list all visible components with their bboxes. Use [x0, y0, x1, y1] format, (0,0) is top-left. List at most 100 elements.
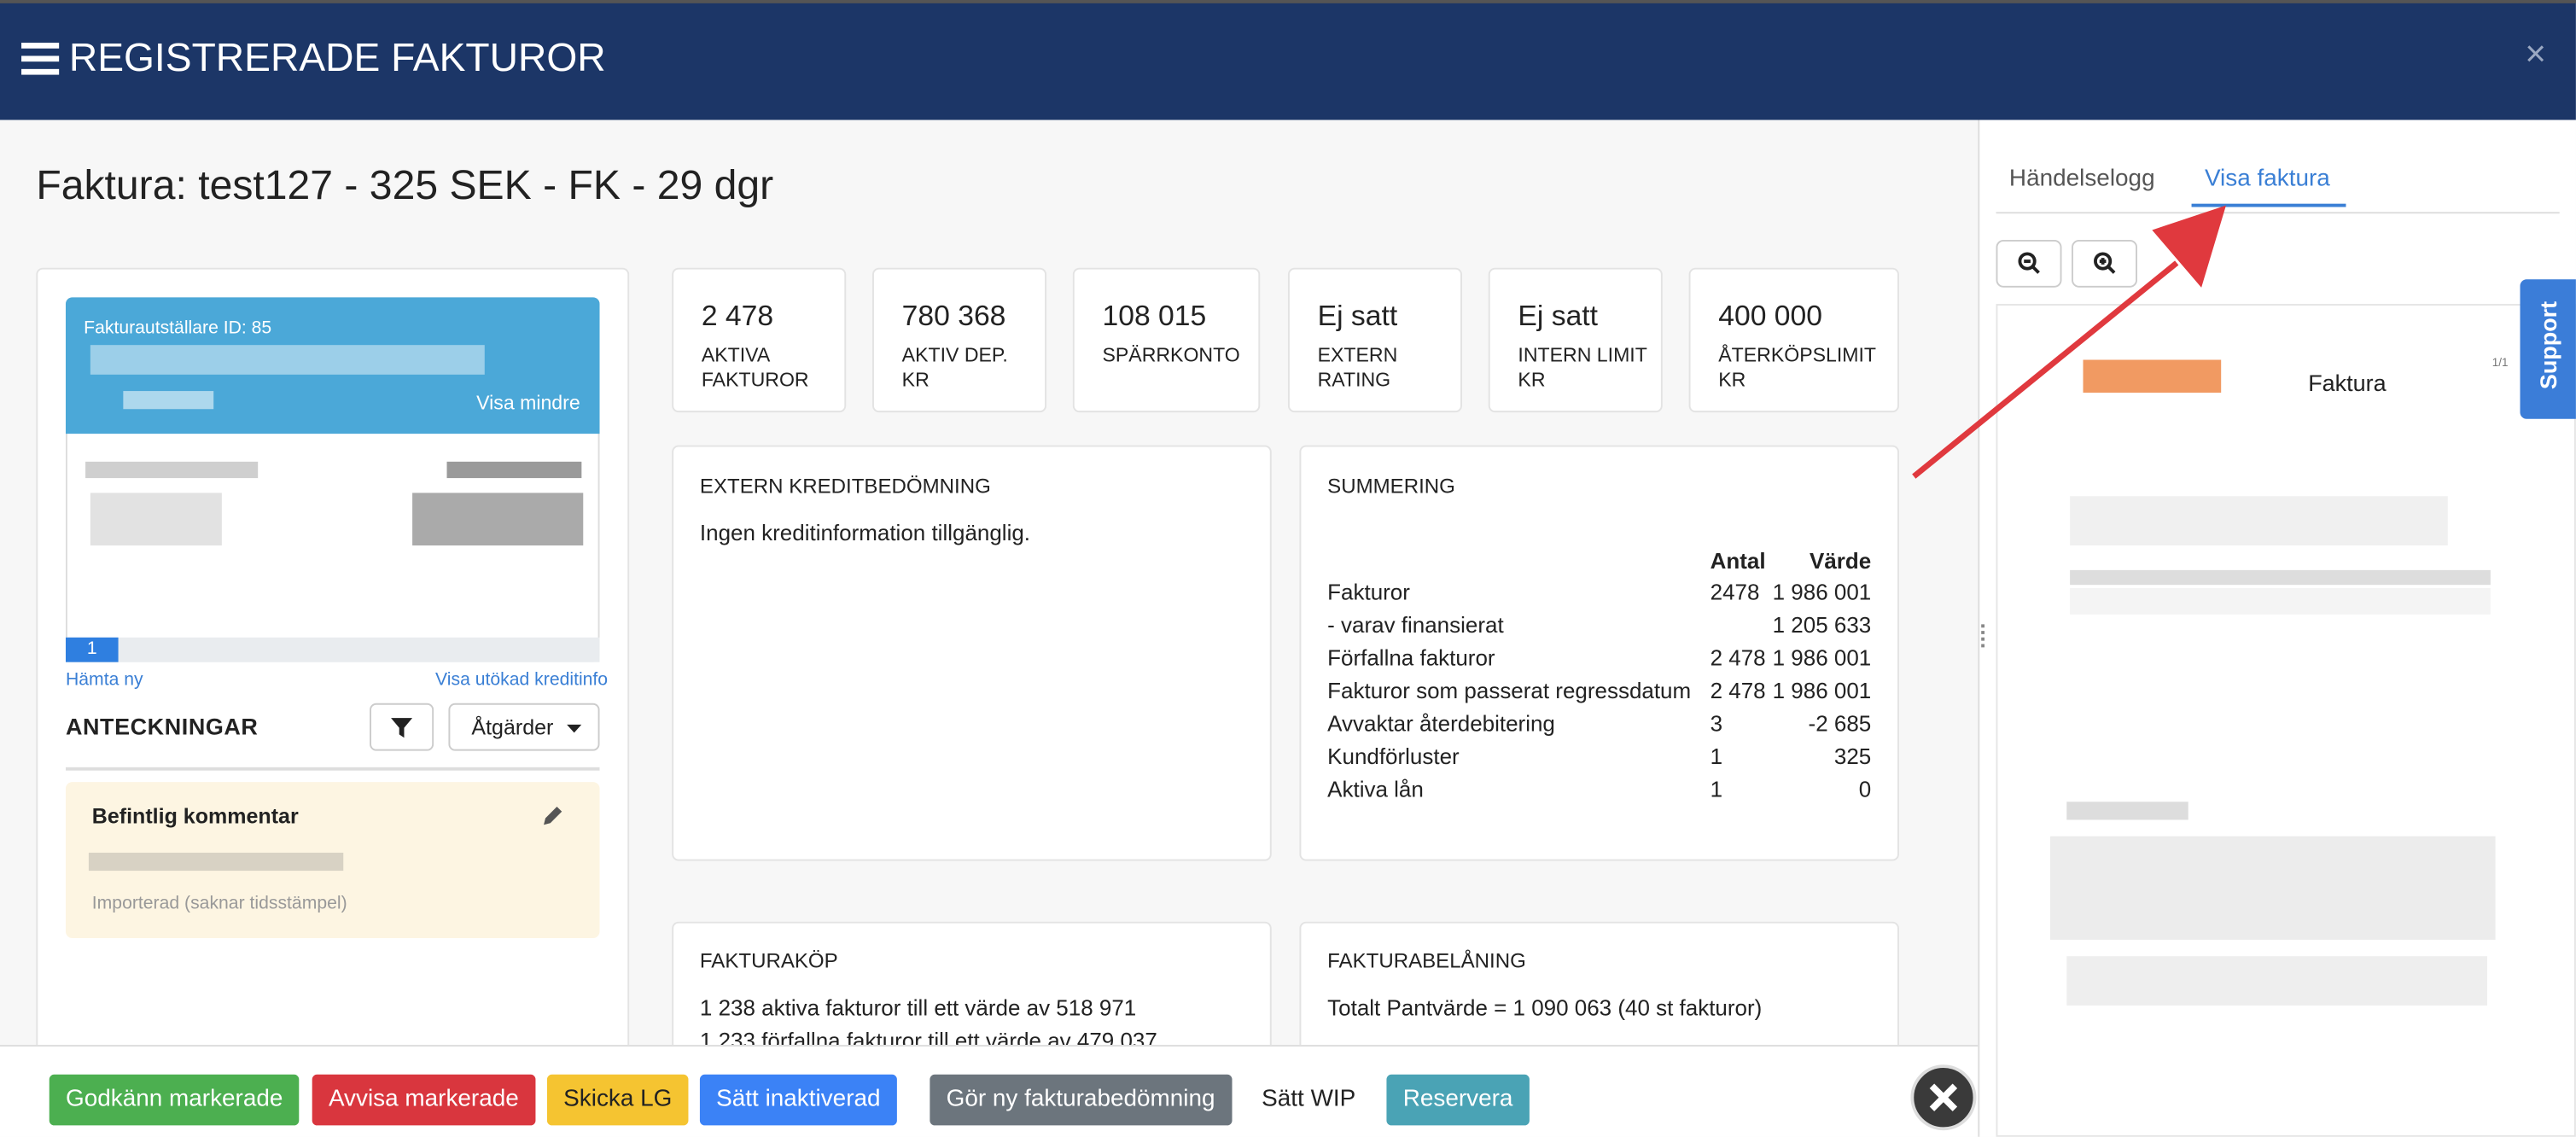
row-value: -2 685: [1808, 711, 1872, 737]
header-title: REGISTRERADE FAKTUROR: [68, 36, 606, 81]
approve-button[interactable]: Godkänn markerade: [49, 1074, 300, 1126]
row-label: - varav finansierat: [1327, 612, 1504, 638]
stat-value: Ej satt: [1518, 299, 1599, 332]
summary-header: Antal: [1710, 548, 1766, 574]
row-label: Förfallna fakturor: [1327, 645, 1495, 671]
pledge-title: FAKTURABELÅNING: [1327, 949, 1526, 973]
stat-value: 400 000: [1718, 299, 1823, 332]
actions-dropdown[interactable]: Åtgärder: [448, 703, 600, 751]
dropdown-label: Åtgärder: [471, 714, 554, 740]
credit-text: Ingen kreditinformation tillgänglig.: [699, 521, 1031, 546]
tab-divider: [1996, 212, 2560, 214]
row-label: Fakturor: [1327, 580, 1410, 605]
preview-table: [2070, 569, 2491, 586]
reserve-button[interactable]: Reservera: [1386, 1074, 1530, 1126]
stat-card: 2 478 AKTIVA FAKTUROR: [672, 267, 847, 413]
row-value: 325: [1833, 743, 1872, 769]
pager-page[interactable]: 1: [65, 637, 119, 662]
header: [0, 0, 2576, 120]
row-label: Avvaktar återdebitering: [1327, 711, 1555, 737]
stat-value: Ej satt: [1317, 299, 1398, 332]
menu-icon[interactable]: [21, 43, 60, 75]
extended-link[interactable]: Visa utökad kreditinfo: [435, 670, 609, 691]
summary-row: Förfallna fakturor 2 478 1 986 001: [1327, 645, 1871, 678]
reject-button[interactable]: Avvisa markerade: [312, 1074, 536, 1126]
redacted: [123, 391, 214, 410]
filter-icon: [391, 718, 413, 738]
close-footer[interactable]: [1909, 1063, 1979, 1132]
row-count: 1: [1710, 743, 1723, 769]
credit-card: [672, 445, 1272, 861]
edit-icon[interactable]: [542, 805, 563, 826]
summary-row: Fakturor som passerat regressdatum 2 478 1…: [1327, 679, 1871, 711]
wip-button[interactable]: Sätt WIP: [1262, 1086, 1356, 1113]
row-value: 1 205 633: [1772, 612, 1872, 638]
zoom-out[interactable]: [1996, 240, 2062, 288]
row-count: 2 478: [1710, 678, 1766, 703]
divider: [65, 767, 600, 771]
row-label: Fakturor som passerat regressdatum: [1327, 678, 1692, 703]
row-label: Aktiva lån: [1327, 777, 1424, 802]
tab[interactable]: Händelselogg: [2008, 166, 2155, 193]
tab-underline: [2191, 203, 2346, 207]
comment-title: Befintlig kommentar: [91, 803, 299, 829]
row-value: 1 986 001: [1772, 645, 1872, 671]
resize-handle[interactable]: [1981, 624, 1991, 648]
row-value: 1 986 001: [1772, 678, 1872, 703]
summary-row: Kundförluster 1 325: [1327, 744, 1871, 777]
comment-meta: Importerad (saknar tidsstämpel): [91, 894, 347, 914]
summary-header: Värde: [1809, 548, 1872, 574]
stat-value: 2 478: [701, 299, 774, 332]
deactivate-button[interactable]: Sätt inaktiverad: [699, 1074, 897, 1126]
summary-row: Avvaktar återdebitering 3 -2 685: [1327, 711, 1871, 743]
caret: [566, 724, 581, 733]
purchase-title: FAKTURAKÖP: [699, 949, 838, 973]
redacted: [90, 345, 485, 375]
stat-card: Ej satt EXTERN RATING: [1287, 267, 1462, 413]
zoom-in[interactable]: [2072, 240, 2138, 288]
toggle-link[interactable]: Visa mindre: [476, 391, 580, 415]
stat-card: Ej satt INTERN LIMIT KR: [1488, 267, 1663, 413]
purchase-line: 1 238 aktiva fakturor till ett värde av …: [699, 995, 1137, 1021]
issuer-id: Fakturautställare ID: 85: [84, 318, 272, 339]
preview-text: [2070, 496, 2448, 546]
row-count: 1: [1710, 777, 1723, 802]
stat-label: AKTIVA FAKTUROR: [701, 343, 809, 392]
tab-active[interactable]: Visa faktura: [2204, 166, 2330, 193]
notes-title: ANTECKNINGAR: [65, 713, 259, 740]
redacted: [446, 461, 582, 479]
redacted: [85, 461, 259, 479]
redacted: [412, 493, 584, 546]
stat-label: AKTIV DEP. KR: [901, 343, 1008, 392]
issuer-header: [65, 297, 600, 434]
row-count: 3: [1710, 711, 1723, 737]
redacted: [2066, 802, 2188, 820]
summary-row: Aktiva lån 1 0: [1327, 777, 1871, 809]
filter-button[interactable]: [370, 703, 434, 751]
close-button[interactable]: ×: [2525, 32, 2547, 74]
redacted: [2050, 836, 2496, 940]
annotation-arrow: [1912, 205, 2226, 479]
redacted: [2066, 956, 2487, 1006]
send-lg-button[interactable]: Skicka LG: [546, 1074, 689, 1126]
fetch-link[interactable]: Hämta ny: [65, 670, 143, 691]
pledge-line: Totalt Pantvärde = 1 090 063 (40 st fakt…: [1327, 995, 1763, 1021]
row-label: Kundförluster: [1327, 743, 1460, 769]
assess-button[interactable]: Gör ny fakturabedömning: [930, 1074, 1232, 1126]
preview-rows: [2070, 588, 2491, 615]
support-tab[interactable]: [2520, 279, 2576, 419]
row-value: 0: [1858, 777, 1872, 802]
row-count: 2 478: [1710, 645, 1766, 671]
stat-card: 108 015 SPÄRRKONTO: [1072, 267, 1261, 413]
summary-row: Fakturor 2478 1 986 001: [1327, 580, 1871, 612]
pager-bar: [65, 637, 600, 662]
stat-card: 780 368 AKTIV DEP. KR: [872, 267, 1047, 413]
redacted: [90, 493, 222, 546]
stat-card: 400 000 ÅTERKÖPSLIMIT KR: [1688, 267, 1899, 413]
logo-redacted: [2083, 359, 2222, 394]
summary-row: - varav finansierat 1 205 633: [1327, 613, 1871, 645]
summary-title: SUMMERING: [1327, 475, 1455, 499]
